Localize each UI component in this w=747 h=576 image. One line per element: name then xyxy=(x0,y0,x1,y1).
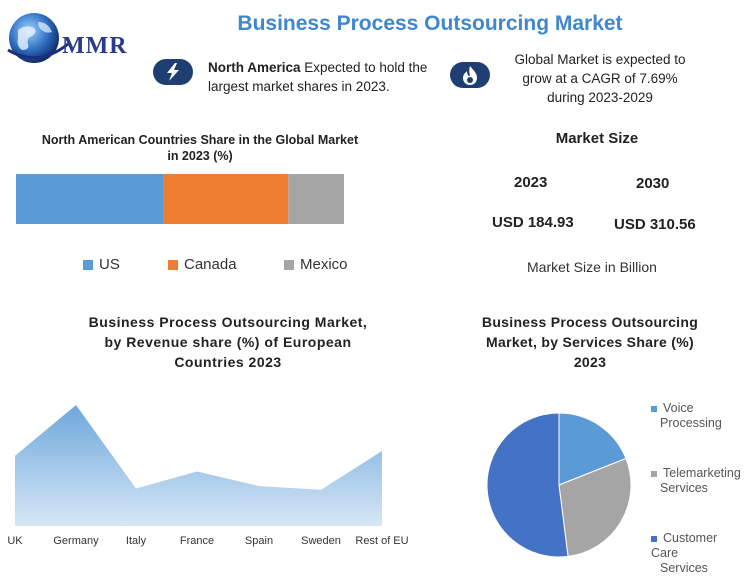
pie-legend-voice-swatch xyxy=(651,406,657,412)
legend-canada-label: Canada xyxy=(184,256,237,273)
bar-segment-us xyxy=(16,174,164,224)
north-america-highlight: North America Expected to hold the large… xyxy=(208,58,438,96)
europe-revenue-area xyxy=(15,405,382,526)
lightning-icon xyxy=(153,59,193,85)
legend-canada-swatch xyxy=(168,260,178,270)
legend-canada: Canada xyxy=(168,256,237,273)
pie-chart-title-line1: Business Process Outsourcing xyxy=(462,312,718,332)
na-stacked-bar-chart xyxy=(16,174,346,226)
legend-us: US xyxy=(83,256,120,273)
legend-mexico-swatch xyxy=(284,260,294,270)
na-chart-title-line1: North American Countries Share in the Gl… xyxy=(30,132,370,148)
pie-legend-customer-care-swatch xyxy=(651,536,657,542)
legend-mexico: Mexico xyxy=(284,256,348,273)
pie-legend-voice-line1: Voice xyxy=(663,401,694,415)
bar-segment-mexico xyxy=(288,174,344,224)
europe-chart-title-line2: by Revenue share (%) of European xyxy=(40,332,416,352)
flame-icon xyxy=(450,62,490,88)
market-size-year-2030: 2030 xyxy=(636,175,669,192)
pie-legend-telemarketing-swatch xyxy=(651,471,657,477)
pie-slice-customer-care xyxy=(487,413,568,557)
services-pie-chart xyxy=(482,410,638,560)
legend-us-label: US xyxy=(99,256,120,273)
market-size-title: Market Size xyxy=(520,130,674,147)
pie-chart-title: Business Process Outsourcing Market, by … xyxy=(462,312,718,372)
x-tick-france: France xyxy=(162,535,232,547)
market-size-value-2030: USD 310.56 xyxy=(614,216,696,233)
pie-legend-telemarketing-line1: Telemarketing xyxy=(663,466,741,480)
cagr-highlight: Global Market is expected to grow at a C… xyxy=(500,50,700,107)
cagr-line1: Global Market is expected to xyxy=(500,50,700,69)
pie-chart-title-line3: 2023 xyxy=(462,352,718,372)
pie-legend-telemarketing-line2: Services xyxy=(651,481,741,496)
cagr-line2: grow at a CAGR of 7.69% xyxy=(500,69,700,88)
europe-chart-title: Business Process Outsourcing Market, by … xyxy=(40,312,416,372)
page-title: Business Process Outsourcing Market xyxy=(200,12,660,36)
market-size-year-2023: 2023 xyxy=(514,174,547,191)
pie-legend-customer-care-line1: Customer Care xyxy=(651,531,717,560)
logo-text: MMR xyxy=(62,33,128,60)
highlight-left-line2: largest market shares in 2023. xyxy=(208,77,438,96)
pie-legend-customer-care: Customer Care Services xyxy=(651,531,747,576)
pie-chart-title-line2: Market, by Services Share (%) xyxy=(462,332,718,352)
x-tick-rest-of-eu: Rest of EU xyxy=(347,535,417,547)
na-chart-title-line2: in 2023 (%) xyxy=(30,148,370,164)
cagr-line3: during 2023-2029 xyxy=(500,88,700,107)
legend-mexico-label: Mexico xyxy=(300,256,348,273)
legend-us-swatch xyxy=(83,260,93,270)
x-tick-sweden: Sweden xyxy=(286,535,356,547)
highlight-left-text: Expected to hold the xyxy=(301,60,428,75)
market-size-value-2023: USD 184.93 xyxy=(492,214,574,231)
pie-legend-voice: Voice Processing xyxy=(651,401,722,431)
europe-area-chart xyxy=(0,395,400,530)
bar-segment-canada xyxy=(164,174,289,224)
europe-chart-title-line3: Countries 2023 xyxy=(40,352,416,372)
market-size-caption: Market Size in Billion xyxy=(527,259,657,275)
na-chart-title: North American Countries Share in the Gl… xyxy=(30,132,370,164)
x-tick-italy: Italy xyxy=(101,535,171,547)
europe-chart-title-line1: Business Process Outsourcing Market, xyxy=(40,312,416,332)
highlight-region: North America xyxy=(208,60,301,75)
x-tick-spain: Spain xyxy=(224,535,294,547)
pie-legend-voice-line2: Processing xyxy=(651,416,722,431)
pie-legend-telemarketing: Telemarketing Services xyxy=(651,466,741,496)
